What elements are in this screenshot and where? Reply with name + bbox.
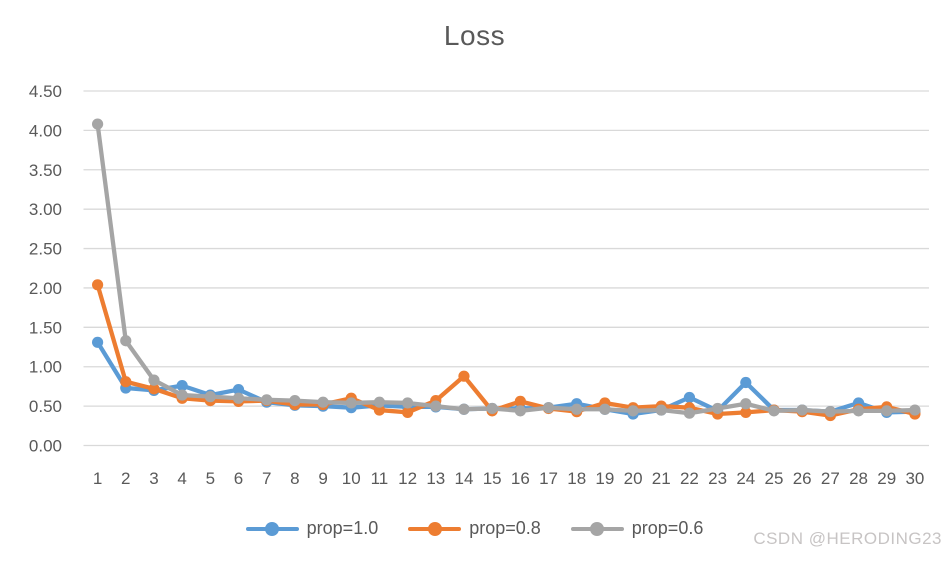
- y-axis-tick-label: 1.50: [29, 318, 62, 337]
- series-line-prop-1-0: [95, 340, 918, 417]
- x-axis-tick-label: 18: [567, 469, 586, 488]
- x-axis-tick-label: 14: [455, 469, 474, 488]
- data-point-prop-0-6: [176, 389, 188, 401]
- legend-line-marker-icon: [408, 521, 462, 536]
- x-axis-tick-label: 11: [371, 469, 389, 488]
- legend-item-prop-1-0: prop=1.0: [245, 518, 379, 539]
- legend-line-marker-icon: [570, 521, 624, 536]
- x-axis-tick-label: 19: [595, 469, 614, 488]
- data-point-prop-0-8: [740, 406, 752, 419]
- data-point-prop-0-8: [120, 376, 132, 388]
- legend-label: prop=1.0: [306, 518, 379, 538]
- x-axis-tick-label: 12: [398, 469, 417, 488]
- data-point-prop-0-6: [571, 403, 583, 415]
- watermark: CSDN @HERODING23: [753, 529, 942, 548]
- x-axis-tick-label: 25: [765, 469, 784, 488]
- data-point-prop-0-8: [91, 279, 104, 291]
- x-axis-tick-label: 3: [149, 469, 158, 488]
- data-point-prop-0-6: [120, 335, 132, 347]
- data-point-prop-0-6: [345, 397, 357, 409]
- data-point-prop-1-0: [683, 391, 696, 404]
- data-point-prop-0-6: [542, 402, 555, 414]
- data-point-prop-0-6: [373, 396, 386, 408]
- y-axis-tick-label: 2.00: [29, 279, 62, 298]
- data-point-prop-0-6: [740, 398, 752, 410]
- data-point-prop-0-6: [402, 397, 414, 409]
- line-chart-plot: 0.00 0.50 1.00 1.50 2.00 2.50 3.00 3.50 4.00 4.50…: [29, 82, 929, 488]
- y-axis-tick-label: 0.50: [29, 397, 62, 416]
- x-axis-tick-label: 20: [624, 469, 643, 488]
- y-axis-tick-label: 4.00: [29, 121, 62, 140]
- data-point-prop-0-6: [514, 405, 526, 417]
- data-point-prop-1-0: [232, 383, 245, 396]
- data-point-prop-1-0: [176, 380, 188, 392]
- legend-item-prop-0-8: prop=0.8: [408, 518, 541, 539]
- x-axis-tick-label: 4: [177, 469, 186, 488]
- data-point-prop-0-6: [824, 406, 836, 418]
- data-point-prop-0-6: [768, 405, 780, 417]
- x-axis-tick-label: 26: [793, 469, 812, 488]
- y-axis-tick-label: 3.50: [29, 161, 62, 180]
- data-point-prop-0-8: [514, 395, 526, 407]
- x-axis-tick-label: 10: [342, 469, 361, 488]
- data-point-prop-0-6: [486, 402, 498, 415]
- x-axis-tick-label: 7: [262, 469, 271, 488]
- series-line-prop-0-6: [95, 121, 918, 416]
- data-point-prop-0-6: [627, 405, 639, 417]
- x-axis-tick-label: 15: [483, 469, 502, 488]
- data-point-prop-0-6: [148, 374, 160, 386]
- legend-label: prop=0.6: [631, 518, 704, 538]
- legend-label: prop=0.8: [469, 518, 541, 538]
- x-axis-tick-label: 30: [905, 469, 924, 488]
- x-axis-tick-label: 2: [121, 469, 130, 488]
- data-point-prop-0-6: [881, 405, 893, 417]
- data-point-prop-0-8: [148, 383, 160, 395]
- data-point-prop-0-8: [402, 406, 414, 419]
- x-axis-tick-label: 28: [849, 469, 868, 488]
- y-axis-tick-label: 4.50: [29, 82, 62, 101]
- legend-item-prop-0-6: prop=0.6: [570, 518, 704, 539]
- data-point-prop-0-6: [458, 403, 470, 415]
- x-axis-tick-label: 27: [821, 469, 840, 488]
- x-axis-tick-label: 9: [318, 469, 327, 488]
- data-point-prop-0-6: [852, 405, 865, 417]
- data-point-prop-0-6: [712, 402, 724, 415]
- legend-line-marker-icon: [245, 521, 299, 536]
- data-point-prop-0-6: [796, 404, 808, 416]
- data-point-prop-0-8: [458, 370, 470, 382]
- data-point-prop-0-6: [317, 396, 329, 408]
- data-point-prop-0-6: [430, 400, 442, 412]
- data-point-prop-0-6: [204, 391, 216, 403]
- x-axis-tick-label: 29: [877, 469, 896, 488]
- y-axis-tick-label: 2.50: [29, 240, 62, 259]
- y-axis-tick-label: 3.00: [29, 200, 62, 219]
- x-axis-tick-label: 21: [652, 469, 671, 488]
- y-axis-tick-label: 1.00: [29, 358, 62, 377]
- data-point-prop-0-6: [599, 403, 611, 415]
- data-point-prop-0-6: [232, 392, 245, 404]
- data-point-prop-0-6: [683, 407, 696, 419]
- data-point-prop-0-6: [289, 394, 301, 407]
- data-point-prop-1-0: [91, 336, 104, 348]
- x-axis-tick-label: 8: [290, 469, 299, 488]
- y-axis-tick-label: 0.00: [29, 437, 62, 456]
- x-axis-tick-label: 22: [680, 469, 699, 488]
- data-point-prop-0-6: [91, 118, 104, 130]
- x-axis-tick-label: 24: [736, 469, 755, 488]
- x-axis-tick-label: 16: [511, 469, 530, 488]
- data-point-prop-0-8: [373, 404, 386, 416]
- data-point-prop-0-6: [261, 394, 273, 406]
- x-axis-tick-label: 23: [708, 469, 727, 488]
- chart-title: Loss: [443, 20, 506, 51]
- data-point-prop-1-0: [740, 376, 752, 389]
- x-axis-tick-label: 13: [426, 469, 445, 488]
- x-axis-tick-label: 1: [93, 469, 102, 488]
- x-axis-tick-label: 17: [539, 469, 558, 488]
- chart-legend: prop=1.0 prop=0.8 prop=0.6: [0, 518, 949, 539]
- data-point-prop-0-6: [909, 404, 921, 416]
- data-point-prop-0-6: [655, 404, 667, 416]
- x-axis-tick-label: 6: [234, 469, 243, 488]
- x-axis-tick-label: 5: [206, 469, 215, 488]
